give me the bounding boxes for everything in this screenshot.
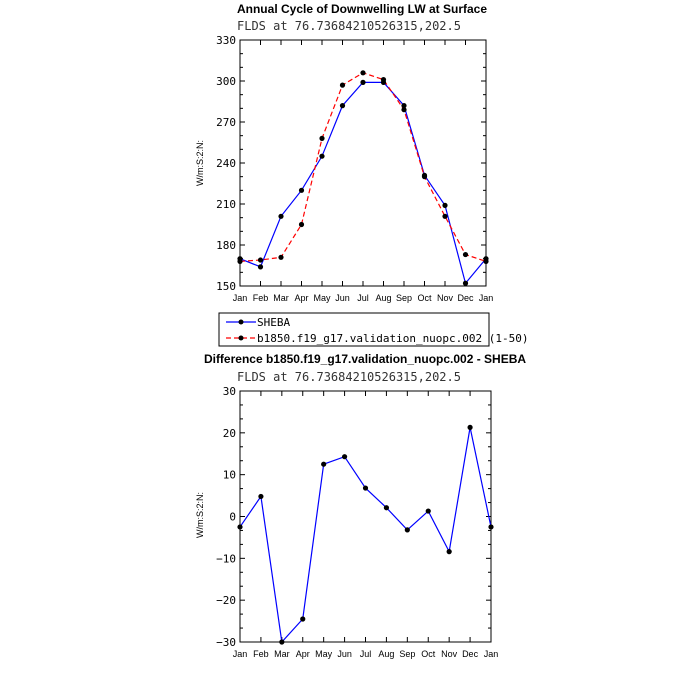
chart1-ytick-label: 300 [216, 75, 236, 88]
chart1-ylabel: W/m:S:2:N: [195, 140, 205, 186]
chart1-series-0-point [401, 103, 407, 109]
chart1-xtick-label: Mar [273, 293, 289, 303]
chart1-series-0-point [360, 79, 366, 85]
chart2-xtick-label: Apr [296, 649, 310, 659]
chart2-series-0-point [362, 485, 369, 491]
chart2-series-0-point [341, 454, 348, 460]
chart1-ytick-label: 240 [216, 157, 236, 170]
chart2-ytick-label: 10 [223, 469, 236, 482]
chart1-series-1-point [257, 257, 264, 263]
chart1-xtick-label: Dec [457, 293, 474, 303]
chart1-xtick-label: Jun [335, 293, 350, 303]
chart1-series-1-point [237, 258, 243, 264]
chart2-series-0-point [300, 616, 306, 622]
chart1-xtick-label: Nov [437, 293, 454, 303]
chart1-ytick-label: 210 [216, 198, 236, 211]
chart2-xtick-label: May [315, 649, 333, 659]
chart1-series-1-point [401, 107, 407, 113]
chart2-ytick-label: −20 [216, 594, 236, 607]
chart1-xtick-label: Jan [233, 293, 248, 303]
chart2-series-0-point [383, 505, 390, 511]
chart1-series-1-point [483, 258, 489, 264]
chart1-xtick-label: May [313, 293, 331, 303]
chart1-series-0-point [319, 153, 325, 159]
chart1-series-0-point [442, 202, 448, 208]
chart1-xtick-label: Jul [357, 293, 369, 303]
chart1-plot: 150 180 210 240 270 300 330 Jan Feb Mar Apr May Jun J… [216, 34, 493, 303]
chart1-xtick-label: Feb [253, 293, 269, 303]
chart1-xtick-label: Jan [479, 293, 494, 303]
chart2-xtick-label: Sep [399, 649, 415, 659]
chart1-series-line-1 [239, 72, 487, 262]
chart2-ylabel: W/m:S:2:N: [195, 492, 205, 538]
chart2-series-0-point [258, 493, 264, 500]
chart2-series-0-point [321, 461, 327, 467]
chart1-subtitle: FLDS at 76.73684210526315,202.5 [237, 19, 461, 33]
legend-marker-model [238, 335, 244, 341]
chart1-xtick-label: Oct [417, 293, 432, 303]
chart1-series-1-point [298, 221, 305, 228]
chart2-ytick-label: −10 [216, 552, 236, 565]
chart2-series-0-point [488, 524, 494, 530]
chart2-series-0-point [446, 549, 452, 555]
chart1-xtick-label: Sep [396, 293, 412, 303]
chart1-ytick-label: 150 [216, 280, 236, 293]
chart2-series-0-point [279, 639, 285, 645]
chart1-series-0-point [278, 213, 284, 219]
chart2-frame [239, 390, 492, 643]
chart2-ytick-label: 30 [223, 385, 236, 398]
legend-label-sheba: SHEBA [257, 316, 290, 329]
chart1-series-1-point [380, 77, 387, 83]
chart2-subtitle: FLDS at 76.73684210526315,202.5 [237, 370, 461, 384]
chart2-xtick-label: Jan [484, 649, 499, 659]
legend-label-model: b1850.f19_g17.validation_nuopc.002 (1-50… [257, 332, 529, 345]
chart2-series-0-point [467, 424, 473, 430]
chart1-series-0-point [257, 264, 264, 270]
chart1-series-1-point [339, 82, 346, 88]
chart1-ytick-label: 330 [216, 34, 236, 47]
legend-frame [218, 312, 490, 347]
chart1-xtick-label: Apr [294, 293, 308, 303]
chart2-xtick-label: Oct [421, 649, 436, 659]
chart1-series-0-point [339, 103, 346, 109]
chart2-xtick-label: Feb [253, 649, 269, 659]
chart2-plot: −30 −20 −10 0 10 20 30 Jan Feb Mar Apr May Jun Jul Aug… [216, 385, 498, 659]
chart1-series-1-point [442, 213, 448, 219]
chart1-ytick-label: 180 [216, 239, 236, 252]
chart1-series-0-point [462, 280, 469, 286]
chart2-xtick-label: Aug [378, 649, 394, 659]
chart1-series-line-0 [239, 81, 487, 285]
chart2-ytick-label: 0 [229, 511, 236, 524]
chart2-ytick-label: 20 [223, 427, 236, 440]
chart1-ytick-label: 270 [216, 116, 236, 129]
chart2-series-0-point [237, 524, 243, 530]
chart1-xtick-label: Aug [375, 293, 391, 303]
chart2-xtick-label: Nov [441, 649, 458, 659]
chart2-series-0-point [404, 527, 410, 533]
chart1-series-0-point [298, 187, 305, 193]
legend-marker-sheba [238, 319, 244, 325]
chart2-title: Difference b1850.f19_g17.validation_nuop… [204, 352, 526, 366]
chart1-frame [239, 39, 487, 287]
chart1-series-1-point [360, 70, 366, 76]
chart1-series-1-point [421, 174, 428, 180]
chart2-xtick-label: Jan [233, 649, 248, 659]
chart1-legend: SHEBA b1850.f19_g17.validation_nuopc.002… [218, 312, 529, 347]
chart1-title: Annual Cycle of Downwelling LW at Surfac… [237, 2, 487, 16]
chart1-series-1-point [319, 135, 325, 141]
chart1-series-1-point [462, 251, 469, 258]
chart2-xtick-label: Mar [274, 649, 290, 659]
chart1-series-1-point [278, 254, 284, 260]
chart2-ytick-label: −30 [216, 636, 236, 649]
chart2-xtick-label: Jun [337, 649, 352, 659]
chart2-series-line-0 [239, 427, 492, 644]
chart2-series-0-point [425, 508, 431, 514]
chart2-xtick-label: Jul [360, 649, 372, 659]
chart2-xtick-label: Dec [462, 649, 479, 659]
